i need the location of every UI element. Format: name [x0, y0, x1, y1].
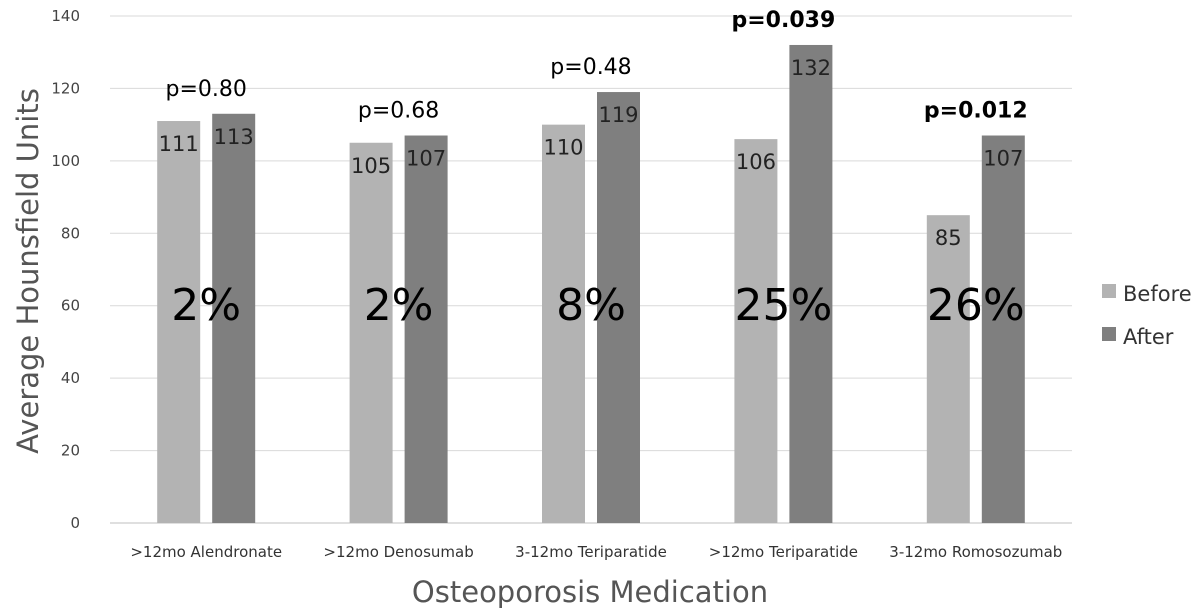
x-axis-title: Osteoporosis Medication: [412, 575, 768, 609]
bar-after: [404, 135, 448, 523]
y-tick-label: 140: [51, 7, 80, 25]
gridlines: [110, 15, 1072, 524]
legend-label-before: Before: [1123, 282, 1192, 306]
p-value-label: p=0.039: [732, 8, 836, 33]
y-tick-label: 60: [61, 297, 80, 315]
bar-value-label: 85: [935, 226, 962, 250]
percent-change-label: 25%: [735, 280, 833, 331]
percent-change-label: 26%: [927, 280, 1025, 331]
bar-value-label: 110: [543, 136, 583, 160]
y-tick-label: 0: [70, 514, 80, 532]
bars: [157, 44, 1025, 524]
bar-before: [349, 142, 393, 523]
percent-change-label: 2%: [171, 280, 241, 331]
legend-swatch-after: [1102, 327, 1116, 341]
bar-value-label: 111: [159, 132, 199, 156]
y-tick-label: 20: [61, 442, 80, 460]
bar-after: [212, 113, 256, 524]
percent-change-label: 2%: [364, 280, 434, 331]
x-tick-label: >12mo Alendronate: [130, 543, 282, 561]
legend-swatch-before: [1102, 284, 1116, 298]
p-value-label: p=0.48: [550, 55, 631, 80]
bar-value-label: 105: [351, 154, 391, 178]
bar-value-label: 119: [598, 103, 638, 127]
bar-before: [926, 215, 970, 523]
bar-value-label: 107: [983, 147, 1023, 171]
bar-after: [597, 92, 640, 524]
x-tick-label: 3-12mo Teriparatide: [515, 543, 667, 561]
p-value-label: p=0.80: [166, 77, 247, 102]
bar-value-label: 106: [736, 150, 776, 174]
x-tick-label: >12mo Denosumab: [323, 543, 473, 561]
x-axis-ticks: >12mo Alendronate >12mo Denosumab 3-12mo T…: [130, 543, 1062, 561]
percent-change-label: 8%: [556, 280, 626, 331]
bar-after: [981, 135, 1025, 523]
bar-value-label: 107: [406, 147, 446, 171]
y-axis-ticks: 0 20 40 60 80 100 120 140: [51, 7, 80, 532]
data-labels: 111 113 2% p=0.80 105 107 2% p=0.68 110 119 8% p=0.…: [159, 8, 1028, 331]
bar-before: [542, 124, 585, 524]
y-tick-label: 120: [51, 79, 80, 97]
y-tick-label: 80: [61, 224, 80, 242]
bar-before: [157, 121, 201, 524]
y-tick-label: 100: [51, 152, 80, 170]
bar-value-label: 113: [214, 125, 254, 149]
y-tick-label: 40: [61, 369, 80, 387]
p-value-label: p=0.012: [924, 99, 1028, 124]
legend: Before After: [1102, 282, 1192, 349]
bar-before: [734, 139, 778, 523]
p-value-label: p=0.68: [358, 99, 439, 124]
legend-label-after: After: [1123, 325, 1174, 349]
x-tick-label: >12mo Teriparatide: [709, 543, 858, 561]
x-tick-label: 3-12mo Romosozumab: [889, 543, 1062, 561]
bar-after: [789, 44, 833, 523]
bar-value-label: 132: [791, 56, 831, 80]
y-axis-title: Average Hounsfield Units: [11, 88, 45, 454]
